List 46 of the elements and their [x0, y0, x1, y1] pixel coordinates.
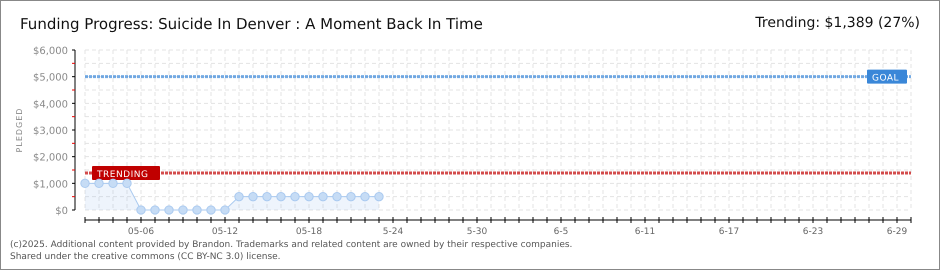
y-tick-label: $4,000 — [33, 99, 68, 110]
ref-line-label: TRENDING — [96, 170, 148, 180]
point — [80, 178, 90, 188]
y-tick-label: $2,000 — [33, 152, 68, 164]
point — [234, 192, 244, 202]
point — [360, 192, 370, 202]
y-tick-label: $6,000 — [33, 46, 68, 57]
point — [276, 192, 286, 202]
x-tick-label: 6-23 — [802, 227, 824, 237]
point — [164, 205, 174, 215]
point — [94, 178, 104, 188]
y-tick-label: $5,000 — [33, 72, 68, 84]
point — [262, 192, 272, 202]
point — [122, 178, 132, 188]
point — [108, 178, 118, 188]
point — [248, 192, 258, 202]
y-tick-label: $3,000 — [33, 126, 68, 137]
x-tick-label: 05-18 — [296, 227, 322, 237]
point — [318, 192, 328, 202]
chart-title: Funding Progress: Suicide In Denver : A Moment Back In Time — [20, 15, 483, 33]
point — [332, 192, 342, 202]
point — [150, 205, 160, 215]
point — [220, 205, 230, 215]
y-tick-label: $1,000 — [33, 179, 68, 190]
x-tick-label: 5-30 — [466, 227, 488, 237]
point — [290, 192, 300, 202]
x-tick-label: 6-11 — [634, 227, 656, 237]
point — [178, 205, 188, 215]
x-tick-label: 6-29 — [886, 227, 908, 237]
text: Shared under the creative commons (CC BY-NC 3.0) license. — [10, 252, 281, 262]
point — [192, 205, 202, 215]
point — [304, 192, 314, 202]
x-tick-label: 6-5 — [554, 227, 568, 237]
point — [206, 205, 216, 215]
x-tick-label: 05-12 — [212, 227, 238, 237]
point — [346, 192, 356, 202]
y-tick-label: $0 — [55, 206, 68, 217]
point — [374, 192, 384, 202]
x-tick-label: 6-17 — [718, 227, 740, 237]
chart-subtitle: Trending: $1,389 (27%) — [754, 15, 920, 31]
point — [136, 205, 146, 215]
x-tick-label: 05-06 — [128, 227, 154, 237]
text: (c)2025. Additional content provided by Brandon. Trademarks and related content are owned by their respective companies. — [10, 240, 572, 250]
y-axis-title: PLEDGED — [15, 108, 24, 152]
ref-line-label: GOAL — [872, 74, 900, 84]
x-tick-label: 5-24 — [382, 227, 404, 237]
